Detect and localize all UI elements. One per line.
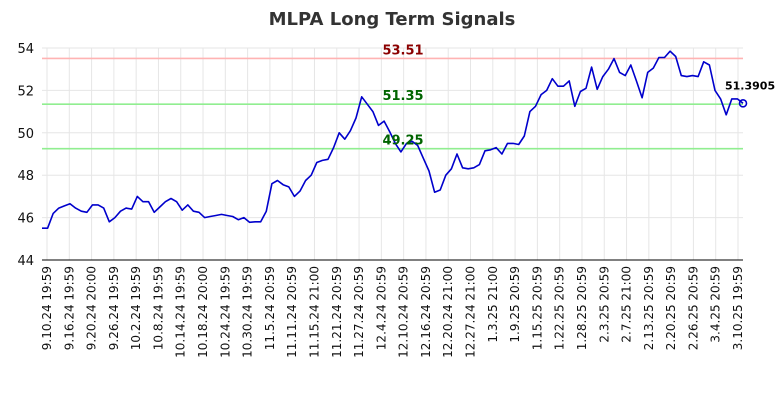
axes: 44 46 48 50 52 54 9.10.24 19:59 9.16.24 19:59 9.… (17, 42, 745, 358)
x-tick-label: 11.27.24 20:59 (352, 266, 366, 358)
x-tick-label: 1.3.25 21:00 (486, 266, 500, 343)
y-tick-label: 44 (17, 254, 34, 269)
x-tick-label: 11.21.24 20:59 (330, 266, 344, 358)
x-tick-label: 10.14.24 19:59 (174, 266, 188, 358)
x-tick-label: 1.9.25 20:59 (508, 266, 522, 343)
x-tick-label: 12.20.24 21:00 (441, 266, 455, 358)
y-tick-label: 50 (17, 127, 34, 142)
x-tick-label: 12.10.24 20:59 (397, 266, 411, 358)
y-tick-label: 54 (17, 42, 34, 57)
y-tick-label: 46 (17, 212, 34, 227)
x-tick-label: 10.24.24 19:59 (218, 266, 232, 358)
x-tick-label: 12.16.24 20:59 (419, 266, 433, 358)
x-tick-label: 10.18.24 20:00 (196, 266, 210, 358)
x-tick-label: 3.10.25 19:59 (731, 266, 745, 350)
x-tick-label: 3.4.25 20:59 (709, 266, 723, 343)
x-tick-label: 2.7.25 21:00 (620, 266, 634, 343)
reference-line-label: 53.51 (382, 43, 423, 58)
x-tick-label: 2.13.25 20:59 (642, 266, 656, 350)
grid (42, 47, 743, 261)
x-tick-label: 1.22.25 20:59 (553, 266, 567, 350)
x-tick-label: 2.3.25 20:59 (597, 266, 611, 343)
x-tick-label: 2.20.25 20:59 (664, 266, 678, 350)
x-tick-label: 2.26.25 20:59 (686, 266, 700, 350)
last-point-marker (738, 99, 748, 108)
x-tick-label: 10.30.24 19:59 (241, 266, 255, 358)
x-tick-label: 12.4.24 20:59 (374, 266, 388, 350)
chart-title: MLPA Long Term Signals (269, 9, 516, 30)
x-tick-label: 11.15.24 21:00 (307, 266, 321, 358)
x-tick-label: 1.15.25 20:59 (530, 266, 544, 350)
labels: 53.51 51.35 49.25 51.3905 (382, 43, 775, 148)
x-tick-label: 11.5.24 20:59 (263, 266, 277, 350)
x-tick-label: 9.26.24 19:59 (107, 266, 121, 350)
x-tick-label: 1.28.25 20:59 (575, 266, 589, 350)
series-line (42, 50, 744, 229)
last-value-label: 51.3905 (725, 79, 775, 92)
x-tick-label: 11.11.24 20:59 (285, 266, 299, 358)
x-tick-label: 10.2.24 19:59 (129, 266, 143, 350)
y-tick-label: 52 (17, 84, 34, 99)
x-tick-label: 9.16.24 19:59 (62, 266, 76, 350)
x-tick-label: 12.27.24 21:00 (464, 266, 478, 358)
x-tick-label: 10.8.24 19:59 (151, 266, 165, 350)
reference-lines (42, 57, 743, 150)
reference-line-label: 49.25 (382, 134, 423, 149)
reference-line-label: 51.35 (382, 89, 423, 104)
x-tick-label: 9.20.24 20:00 (85, 266, 99, 350)
series-layer (42, 50, 748, 229)
y-tick-label: 48 (17, 169, 34, 184)
x-tick-label: 9.10.24 19:59 (40, 266, 54, 350)
